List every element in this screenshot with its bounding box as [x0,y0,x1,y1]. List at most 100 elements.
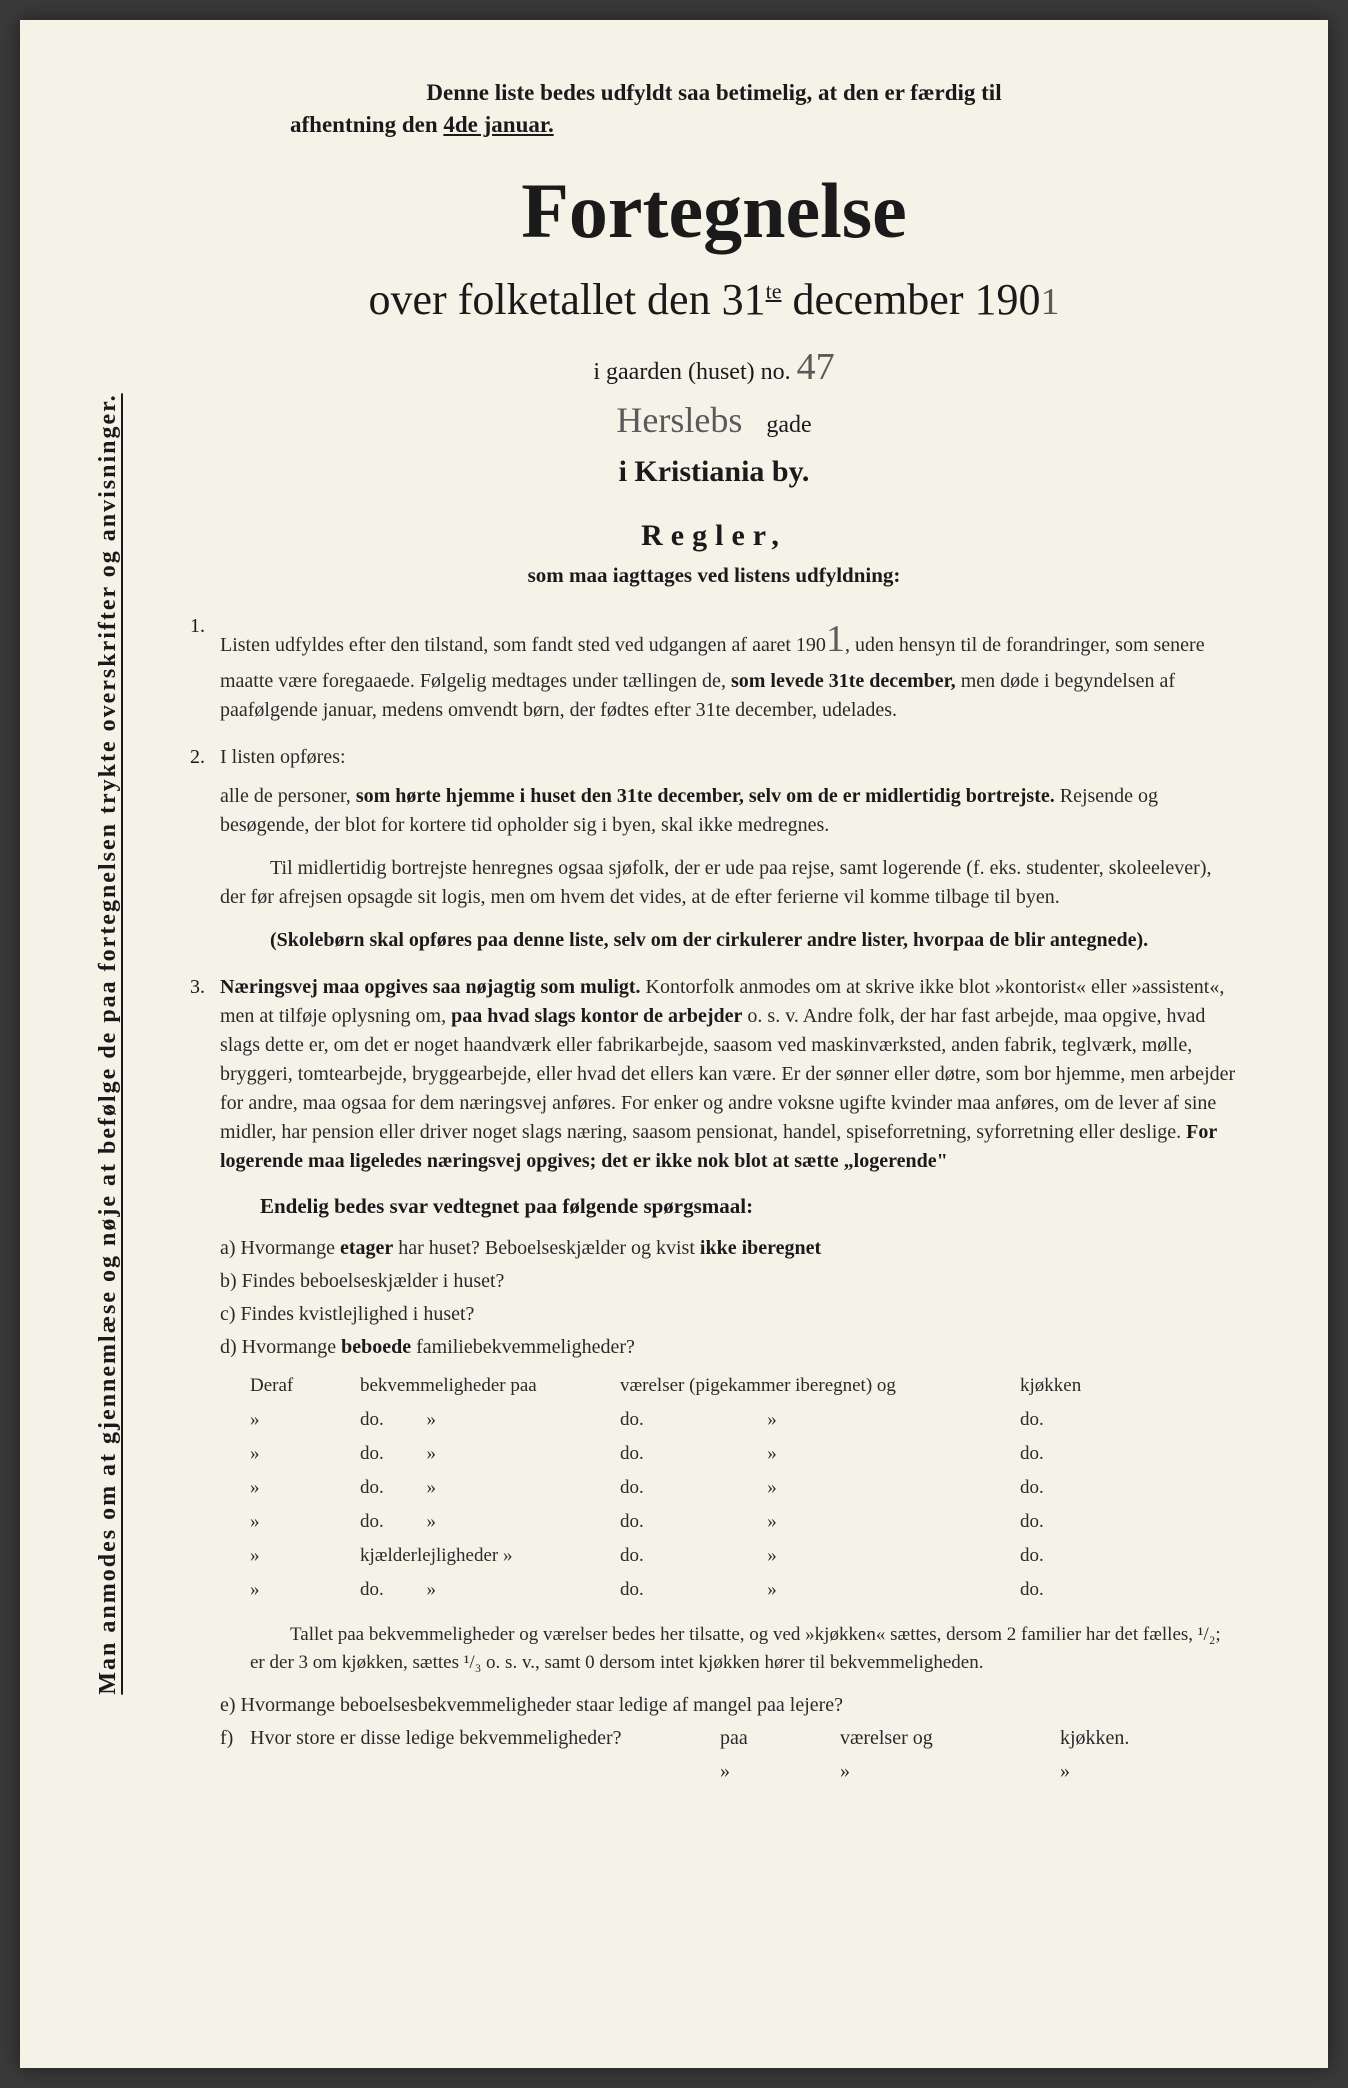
table-cell: do. » [620,1409,1020,1431]
table-cell: do. » [620,1443,1020,1465]
q-d-bold: beboede [341,1336,411,1358]
table-cell: do. » [360,1511,620,1533]
rule-1-body: Listen udfyldes efter den tilstand, som … [220,612,1238,725]
year-handwritten: 1 [1040,281,1059,323]
question-e: e) Hvormange beboelsesbekvemmeligheder s… [220,1694,1238,1717]
rule-1-year: 1 [826,618,845,660]
q-f-text-a: Hvor store er disse ledige bekvemmelighe… [250,1727,720,1750]
vertical-margin-text: Man anmodes om at gjennemlæse og nøje at… [95,393,122,1694]
q-b-letter: b) [220,1270,237,1292]
table-cell: kjælderlejligheder » [360,1545,620,1567]
q-a-text-b: har huset? Beboelseskjælder og kvist [393,1237,700,1259]
question-b: b) Findes beboelseskjælder i huset? [220,1270,1238,1293]
endelig-heading: Endelig bedes svar vedtegnet paa følgend… [260,1194,1238,1219]
q-b-text: Findes beboelseskjælder i huset? [242,1270,505,1292]
rule-2-num: 2. [190,743,220,955]
q-f-text-d: kjøkken. [1060,1727,1129,1750]
rule-2-body: I listen opføres: alle de personer, som … [220,743,1238,955]
q-d-letter: d) [220,1336,237,1358]
content-area: Denne liste bedes udfyldt saa betimelig,… [190,80,1238,1783]
q-e-letter: e) [220,1694,236,1716]
q-f-text-c: værelser og [840,1727,1060,1750]
question-a: a) Hvormange etager har huset? Beboelses… [220,1237,1238,1260]
rule-2-p2-bold: som hørte hjemme i huset den 31te decemb… [356,785,1055,807]
th-2: bekvemmeligheder paa [360,1375,620,1397]
th-1: Deraf [250,1375,360,1397]
bekvem-table: Deraf bekvemmeligheder paa værelser (pig… [250,1375,1238,1601]
q-a-text-a: Hvormange [241,1237,340,1259]
top-note-date: 4de januar. [443,112,553,137]
question-f: f) Hvor store er disse ledige bekvemmeli… [220,1727,1238,1750]
rule-2-para4: (Skolebørn skal opføres paa denne liste,… [220,926,1238,955]
gade-label: gade [766,412,811,438]
rule-1-num: 1. [190,612,220,725]
th-4: kjøkken [1020,1375,1130,1397]
rule-3-bold2: paa hvad slags kontor de arbejder [451,1005,742,1027]
table-cell: do. » [360,1477,620,1499]
q-a-bold1: etager [340,1237,393,1259]
qf2-c1: » [720,1760,840,1783]
top-instruction-1: Denne liste bedes udfyldt saa betimelig,… [190,80,1238,106]
th-3: værelser (pigekammer iberegnet) og [620,1375,1020,1397]
top-instruction-2: afhentning den 4de januar. [290,112,1238,138]
subtitle-b: december 190 [781,275,1040,324]
document-page: Man anmodes om at gjennemlæse og nøje at… [20,20,1328,2068]
rule-3-bold1: Næringsvej maa opgives saa nøjagtig som … [220,976,641,998]
table-cell: do. » [620,1511,1020,1533]
table-header: Deraf bekvemmeligheder paa værelser (pig… [250,1375,1238,1397]
rule-2-p3-text: Til midlertidig bortrejste henregnes ogs… [220,857,1212,908]
gaarden-line: i gaarden (huset) no. 47 [190,345,1238,389]
table-cell: do. [1020,1477,1130,1499]
q-e-text: Hvormange beboelsesbekvemmeligheder staa… [241,1694,844,1716]
table-cell: do. » [360,1409,620,1431]
rule-2-para3: Til midlertidig bortrejste henregnes ogs… [220,854,1238,912]
table-cell: do. [1020,1579,1130,1601]
table-row: »do. »do. »do. [250,1409,1238,1431]
rule-3: 3. Næringsvej maa opgives saa nøjagtig s… [190,973,1238,1176]
rule-2-p4-bold: (Skolebørn skal opføres paa denne liste,… [270,929,1148,951]
rule-3-num: 3. [190,973,220,1176]
rule-1: 1. Listen udfyldes efter den tilstand, s… [190,612,1238,725]
rule-1-text-a: Listen udfyldes efter den tilstand, som … [220,634,826,656]
rules-subheading: som maa iagttages ved listens udfyldning… [190,563,1238,588]
rules-heading: Regler, [190,519,1238,553]
qf2-c2: » [840,1760,1060,1783]
table-row: »do. »do. »do. [250,1477,1238,1499]
street-handwritten: Herslebs [616,400,742,440]
table-cell: do. » [620,1477,1020,1499]
table-cell: do. » [620,1579,1020,1601]
rule-2-intro: I listen opføres: [220,743,1238,772]
q-a-bold2: ikke iberegnet [700,1237,821,1259]
subtitle-a: over folketallet den 31 [369,275,766,324]
rule-2: 2. I listen opføres: alle de personer, s… [190,743,1238,955]
q-f-letter: f) [220,1727,250,1750]
main-title: Fortegnelse [190,166,1238,256]
q-c-text: Findes kvistlejlighed i huset? [241,1303,475,1325]
table-cell: » [250,1579,360,1601]
rule-2-p2-a: alle de personer, [220,785,356,807]
note-paragraph: Tallet paa bekvemmeligheder og værelser … [250,1621,1238,1676]
table-cell: do. » [620,1545,1020,1567]
table-cell: do. [1020,1511,1130,1533]
q-d-text-b: familiebekvemmeligheder? [411,1336,635,1358]
table-cell: do. » [360,1579,620,1601]
rule-1-bold: som levede 31te december, [731,670,956,692]
table-cell: do. [1020,1443,1130,1465]
gaarden-label: i gaarden (huset) no. [593,359,796,385]
table-cell: » [250,1511,360,1533]
table-row: »do. »do. »do. [250,1511,1238,1533]
question-c: c) Findes kvistlejlighed i huset? [220,1303,1238,1326]
table-cell: » [250,1545,360,1567]
table-cell: do. [1020,1545,1130,1567]
house-number-handwritten: 47 [797,346,835,388]
q-a-letter: a) [220,1237,236,1259]
table-row: »do. »do. »do. [250,1443,1238,1465]
question-f-row2: » » » [220,1760,1238,1783]
city-label: i Kristiania by. [190,455,1238,489]
table-cell: do. [1020,1409,1130,1431]
subtitle-sup: te [766,278,782,303]
rule-2-para2: alle de personer, som hørte hjemme i hus… [220,782,1238,840]
q-f-text-b: paa [720,1727,840,1750]
table-cell: » [250,1443,360,1465]
q-d-text-a: Hvormange [242,1336,341,1358]
